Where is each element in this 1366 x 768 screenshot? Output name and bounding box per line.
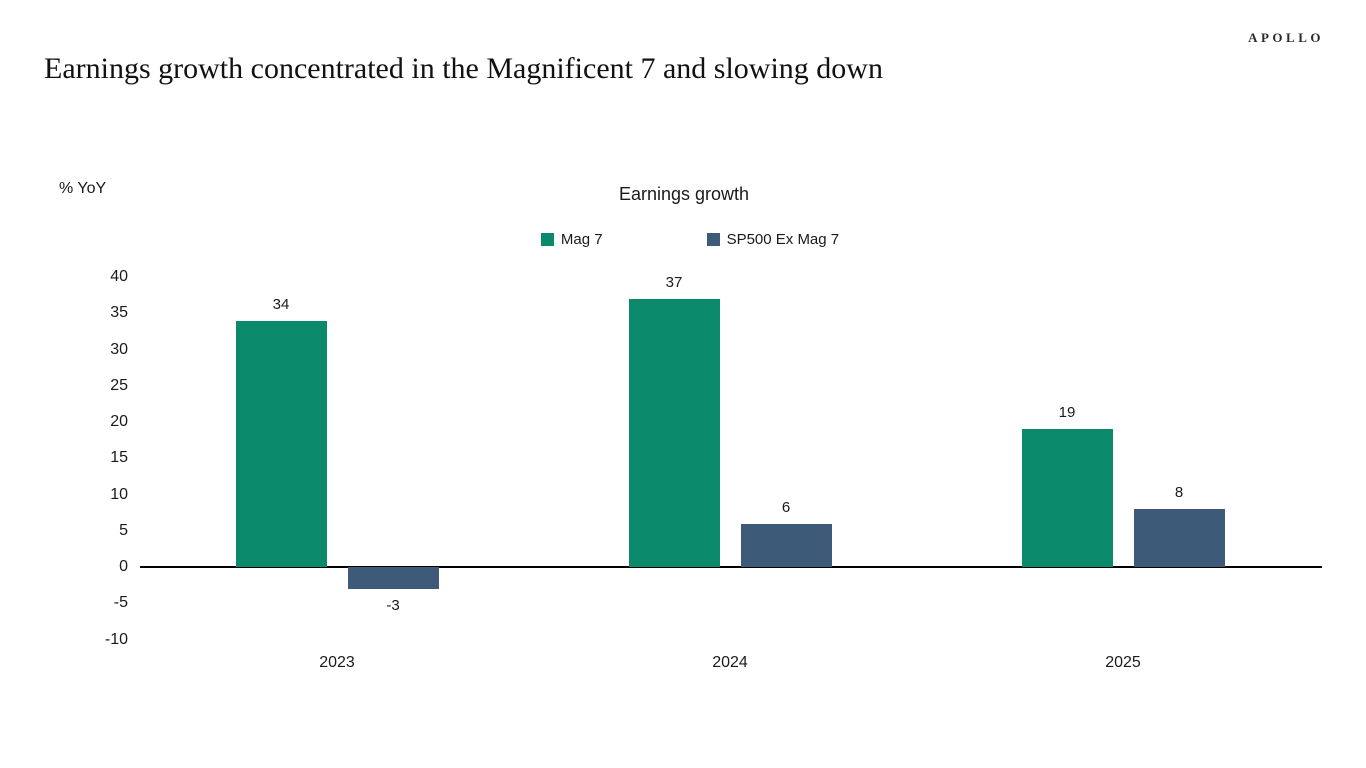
- bar-mag-7-2024: [628, 298, 720, 567]
- y-tick-label: 15: [110, 449, 128, 467]
- bar-value-label: -3: [386, 596, 400, 614]
- y-tick-label: 20: [110, 413, 128, 430]
- chart-title: Earnings growth: [618, 184, 750, 204]
- y-tick-label: -5: [113, 594, 128, 612]
- bar-sp500-ex-mag-7-2025: [1133, 509, 1225, 567]
- legend-item-mag-7: Mag 7: [540, 231, 603, 248]
- y-tick-label: 5: [119, 521, 128, 539]
- y-tick-label: 30: [110, 340, 128, 358]
- legend-swatch-icon: [540, 233, 554, 246]
- bar-sp500-ex-mag-7-2023: [347, 567, 439, 589]
- y-axis-unit-label: % YoY: [59, 180, 107, 197]
- apollo-logo: APOLLO: [1248, 30, 1324, 45]
- legend-item-sp500-ex-mag-7: SP500 Ex Mag 7: [706, 231, 840, 248]
- bar-mag-7-2025: [1021, 429, 1113, 567]
- y-tick-label: 25: [110, 376, 128, 394]
- bar-value-label: 19: [1058, 404, 1076, 422]
- y-tick-label: -10: [104, 630, 128, 648]
- y-tick-label: 35: [110, 304, 128, 322]
- bar-value-label: 8: [1174, 484, 1184, 501]
- page-title: Earnings growth concentrated in the Magn…: [44, 52, 883, 85]
- bar-mag-7-2023: [235, 320, 327, 567]
- y-tick-label: 40: [110, 268, 128, 285]
- x-category-label: 2024: [712, 654, 748, 671]
- bar-value-label: 6: [781, 498, 791, 516]
- chart-legend: Mag 7 SP500 Ex Mag 7: [380, 231, 1000, 248]
- bar-value-label: 34: [272, 295, 290, 313]
- legend-swatch-icon: [706, 233, 720, 246]
- legend-label: SP500 Ex Mag 7: [726, 231, 840, 248]
- y-tick-label: 10: [110, 485, 128, 503]
- y-tick-label: 0: [119, 558, 128, 575]
- bar-sp500-ex-mag-7-2024: [740, 523, 832, 567]
- x-category-label: 2025: [1105, 654, 1141, 671]
- x-category-label: 2023: [319, 654, 355, 671]
- x-axis-line: [140, 566, 1322, 568]
- bar-value-label: 37: [665, 273, 683, 291]
- legend-label: Mag 7: [560, 231, 603, 248]
